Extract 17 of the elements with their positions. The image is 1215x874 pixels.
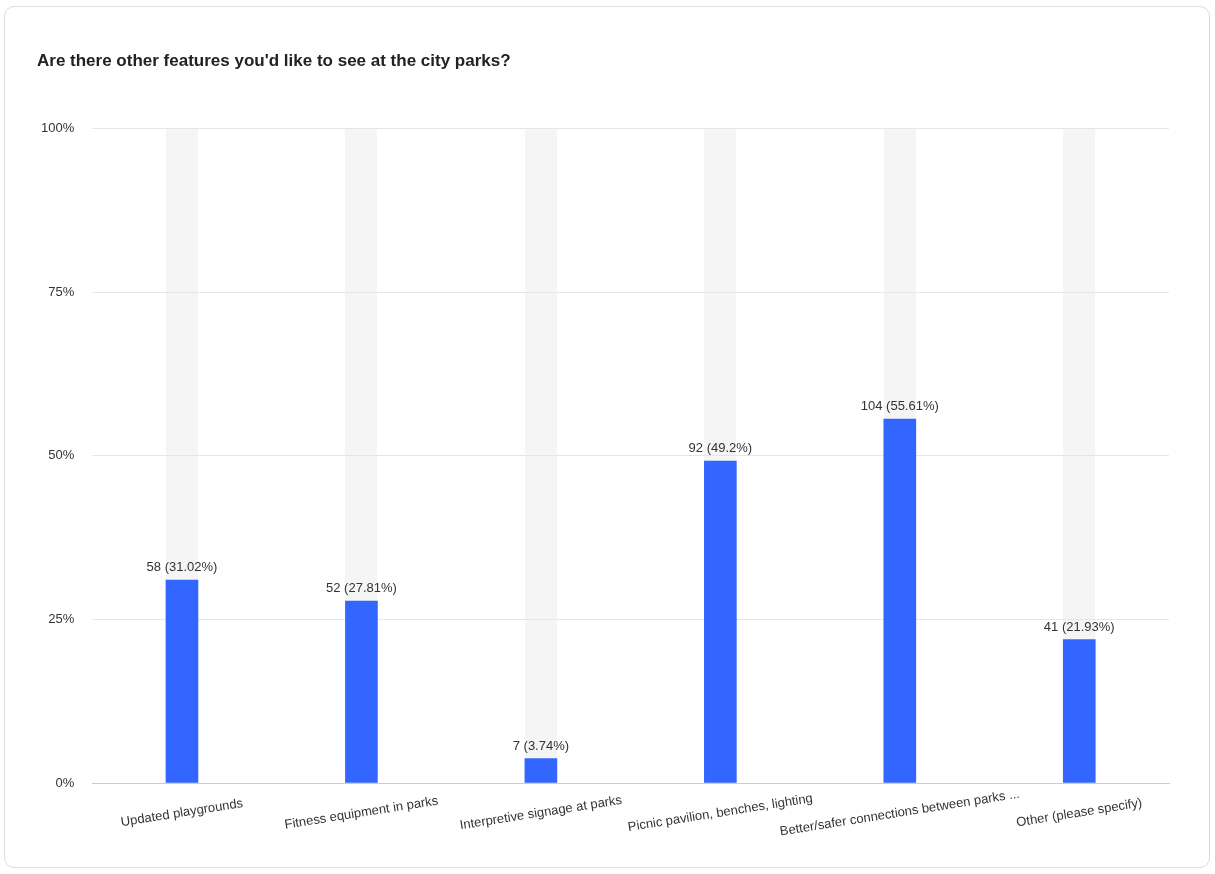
chart-title: Are there other features you'd like to see at the city parks?: [37, 51, 511, 71]
bar: [1062, 639, 1096, 783]
data-label: 58 (31.02%): [146, 559, 218, 575]
y-tick-label: 100%: [41, 120, 75, 136]
data-label: 52 (27.81%): [326, 580, 397, 596]
x-tick-label: Interpretive signage at parks: [458, 791, 624, 833]
y-tick-label: 75%: [48, 283, 75, 299]
data-label: 41 (21.93%): [1043, 618, 1115, 634]
y-tick-label: 0%: [55, 774, 75, 790]
data-label: 7 (3.74%): [512, 737, 570, 753]
y-tick-label: 25%: [48, 611, 75, 627]
x-tick-label: Updated playgrounds: [119, 794, 245, 830]
x-tick-label: Fitness equipment in parks: [283, 792, 440, 832]
data-label: 92 (49.2%): [688, 440, 753, 456]
data-label: 104 (55.61%): [860, 398, 939, 414]
y-tick-label: 50%: [48, 447, 75, 463]
bar: [524, 758, 558, 783]
